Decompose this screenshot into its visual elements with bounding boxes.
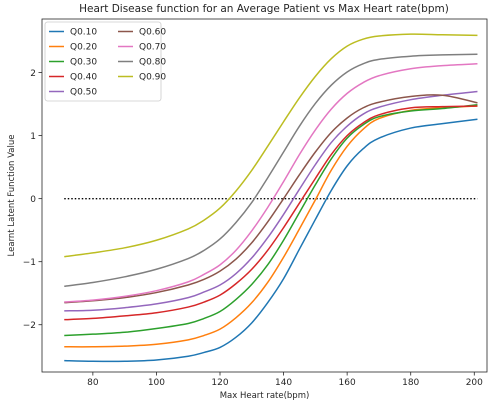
y-tick-label: 1 [30, 132, 36, 142]
series-line-q0-70 [64, 63, 478, 303]
legend-label: Q0.60 [139, 28, 166, 38]
x-tick-label: 100 [148, 378, 165, 388]
series-line-q0-20 [64, 105, 478, 348]
chart-title: Heart Disease function for an Average Pa… [79, 3, 449, 15]
legend-box [44, 21, 162, 102]
legend-label: Q0.20 [70, 43, 97, 53]
series-line-q0-10 [64, 118, 478, 363]
y-tick-label: 2 [30, 69, 36, 79]
legend-label: Q0.10 [70, 28, 97, 38]
x-tick-label: 140 [275, 378, 292, 388]
series-line-q0-90 [64, 33, 478, 258]
axes: 80 100 120 140 160 180 200 −2 −1 0 1 2 [23, 69, 483, 388]
x-tick-label: 120 [211, 378, 228, 388]
x-tick-label: 80 [87, 378, 99, 388]
legend-label: Q0.80 [139, 58, 166, 68]
y-tick-label: 0 [30, 195, 36, 205]
legend-label: Q0.40 [70, 73, 97, 83]
y-tick-label: −1 [23, 258, 36, 268]
series-line-q0-80 [64, 53, 478, 288]
series-line-q0-50 [64, 90, 478, 312]
legend: Q0.10 Q0.20 Q0.30 Q0.40 Q0.50 Q0.60 Q0.70 Q0.80… [44, 21, 166, 102]
x-tick-label: 200 [466, 378, 483, 388]
x-tick-label: 180 [402, 378, 419, 388]
x-axis-label: Max Heart rate(bpm) [220, 391, 310, 401]
plot-frame [41, 18, 488, 373]
x-tick-label: 160 [339, 378, 356, 388]
series-line-q0-60 [64, 94, 478, 304]
y-tick-label: −2 [23, 321, 36, 331]
legend-label: Q0.70 [139, 43, 166, 53]
legend-label: Q0.50 [70, 88, 97, 98]
series-line-q0-30 [64, 103, 478, 337]
series-line-q0-40 [64, 105, 478, 321]
legend-label: Q0.90 [139, 73, 166, 83]
plot-area [64, 33, 478, 363]
y-axis-label: Learnt Latent Function Value [7, 135, 17, 257]
legend-label: Q0.30 [70, 58, 97, 68]
